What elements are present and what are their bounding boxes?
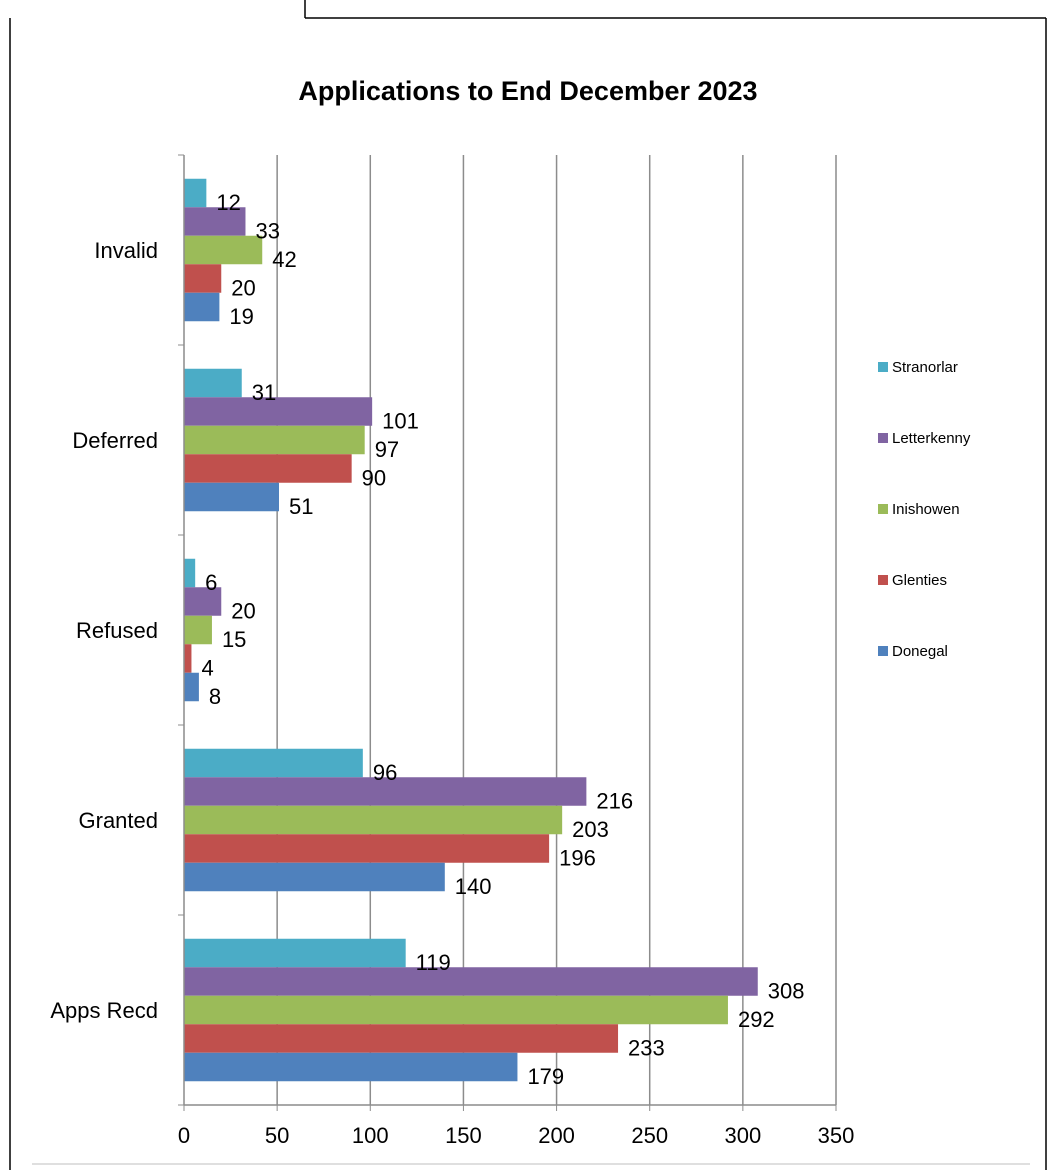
data-label: 20 <box>231 276 255 301</box>
x-tick-label: 50 <box>265 1123 289 1148</box>
x-tick-label: 100 <box>352 1123 389 1148</box>
data-label: 308 <box>768 979 805 1004</box>
bar <box>184 938 406 968</box>
category-label: Apps Recd <box>50 998 158 1023</box>
legend-swatch <box>878 504 888 514</box>
category-label: Refused <box>76 618 158 643</box>
data-label: 6 <box>205 570 217 595</box>
bar <box>184 264 222 293</box>
bar <box>184 644 192 673</box>
bar <box>184 862 445 892</box>
bar <box>184 178 207 208</box>
data-label: 119 <box>416 950 451 975</box>
legend-swatch <box>878 362 888 372</box>
data-label: 196 <box>559 846 596 871</box>
bar <box>184 1024 619 1053</box>
x-tick-label: 350 <box>818 1123 855 1148</box>
legend: Stranorlar Letterkenny Inishowen Glenties Do… <box>878 359 971 660</box>
data-labels: 12 33 42 20 19 31 101 97 90 51 6 20 15 4 8 96 216 203 196 1… <box>201 190 804 1089</box>
bar <box>184 777 587 806</box>
bar <box>184 1052 518 1082</box>
data-label: 33 <box>255 219 279 244</box>
legend-swatch <box>878 646 888 656</box>
bar <box>184 805 563 835</box>
data-label: 203 <box>572 817 609 842</box>
category-label: Deferred <box>72 428 158 453</box>
bar <box>184 967 758 996</box>
data-label: 4 <box>201 656 213 681</box>
bar <box>184 672 199 702</box>
gridlines <box>276 155 837 1105</box>
bar <box>184 207 246 236</box>
data-label: 15 <box>222 627 246 652</box>
data-label: 51 <box>289 494 313 519</box>
axes: 0 50 100 150 200 250 300 350 Invalid Deferred Refu… <box>50 154 855 1148</box>
bar <box>184 425 365 455</box>
bar <box>184 587 222 616</box>
legend-label: Letterkenny <box>892 430 971 447</box>
bar <box>184 292 220 322</box>
legend-swatch <box>878 433 888 443</box>
bar <box>184 615 212 645</box>
bar <box>184 235 263 265</box>
legend-label: Glenties <box>892 572 947 589</box>
x-tick-label: 300 <box>724 1123 761 1148</box>
data-label: 19 <box>229 304 253 329</box>
x-tick-label: 0 <box>178 1123 190 1148</box>
data-label: 12 <box>216 190 240 215</box>
data-label: 101 <box>382 409 419 434</box>
data-label: 20 <box>231 599 255 624</box>
bar <box>184 397 373 426</box>
bar <box>184 482 280 512</box>
data-label: 233 <box>628 1036 665 1061</box>
data-label: 96 <box>373 760 397 785</box>
bars <box>184 178 758 1082</box>
legend-label: Donegal <box>892 643 948 660</box>
x-tick-label: 150 <box>445 1123 482 1148</box>
data-label: 140 <box>455 874 492 899</box>
data-label: 179 <box>527 1064 564 1089</box>
legend-label: Stranorlar <box>892 359 958 376</box>
data-label: 42 <box>272 247 296 272</box>
category-label: Granted <box>79 808 159 833</box>
data-label: 216 <box>596 789 633 814</box>
legend-label: Inishowen <box>892 501 960 518</box>
x-tick-label: 250 <box>631 1123 668 1148</box>
data-label: 31 <box>252 380 276 405</box>
bar <box>184 454 352 483</box>
data-label: 292 <box>738 1007 775 1032</box>
legend-swatch <box>878 575 888 585</box>
data-label: 8 <box>209 684 221 709</box>
bar <box>184 834 550 863</box>
x-tick-label: 200 <box>538 1123 575 1148</box>
category-label: Invalid <box>94 238 158 263</box>
chart-title: Applications to End December 2023 <box>298 76 757 106</box>
bar <box>184 995 728 1025</box>
bar <box>184 748 363 778</box>
data-label: 90 <box>362 466 386 491</box>
bar <box>184 368 242 398</box>
data-label: 97 <box>375 437 399 462</box>
bar <box>184 558 196 588</box>
